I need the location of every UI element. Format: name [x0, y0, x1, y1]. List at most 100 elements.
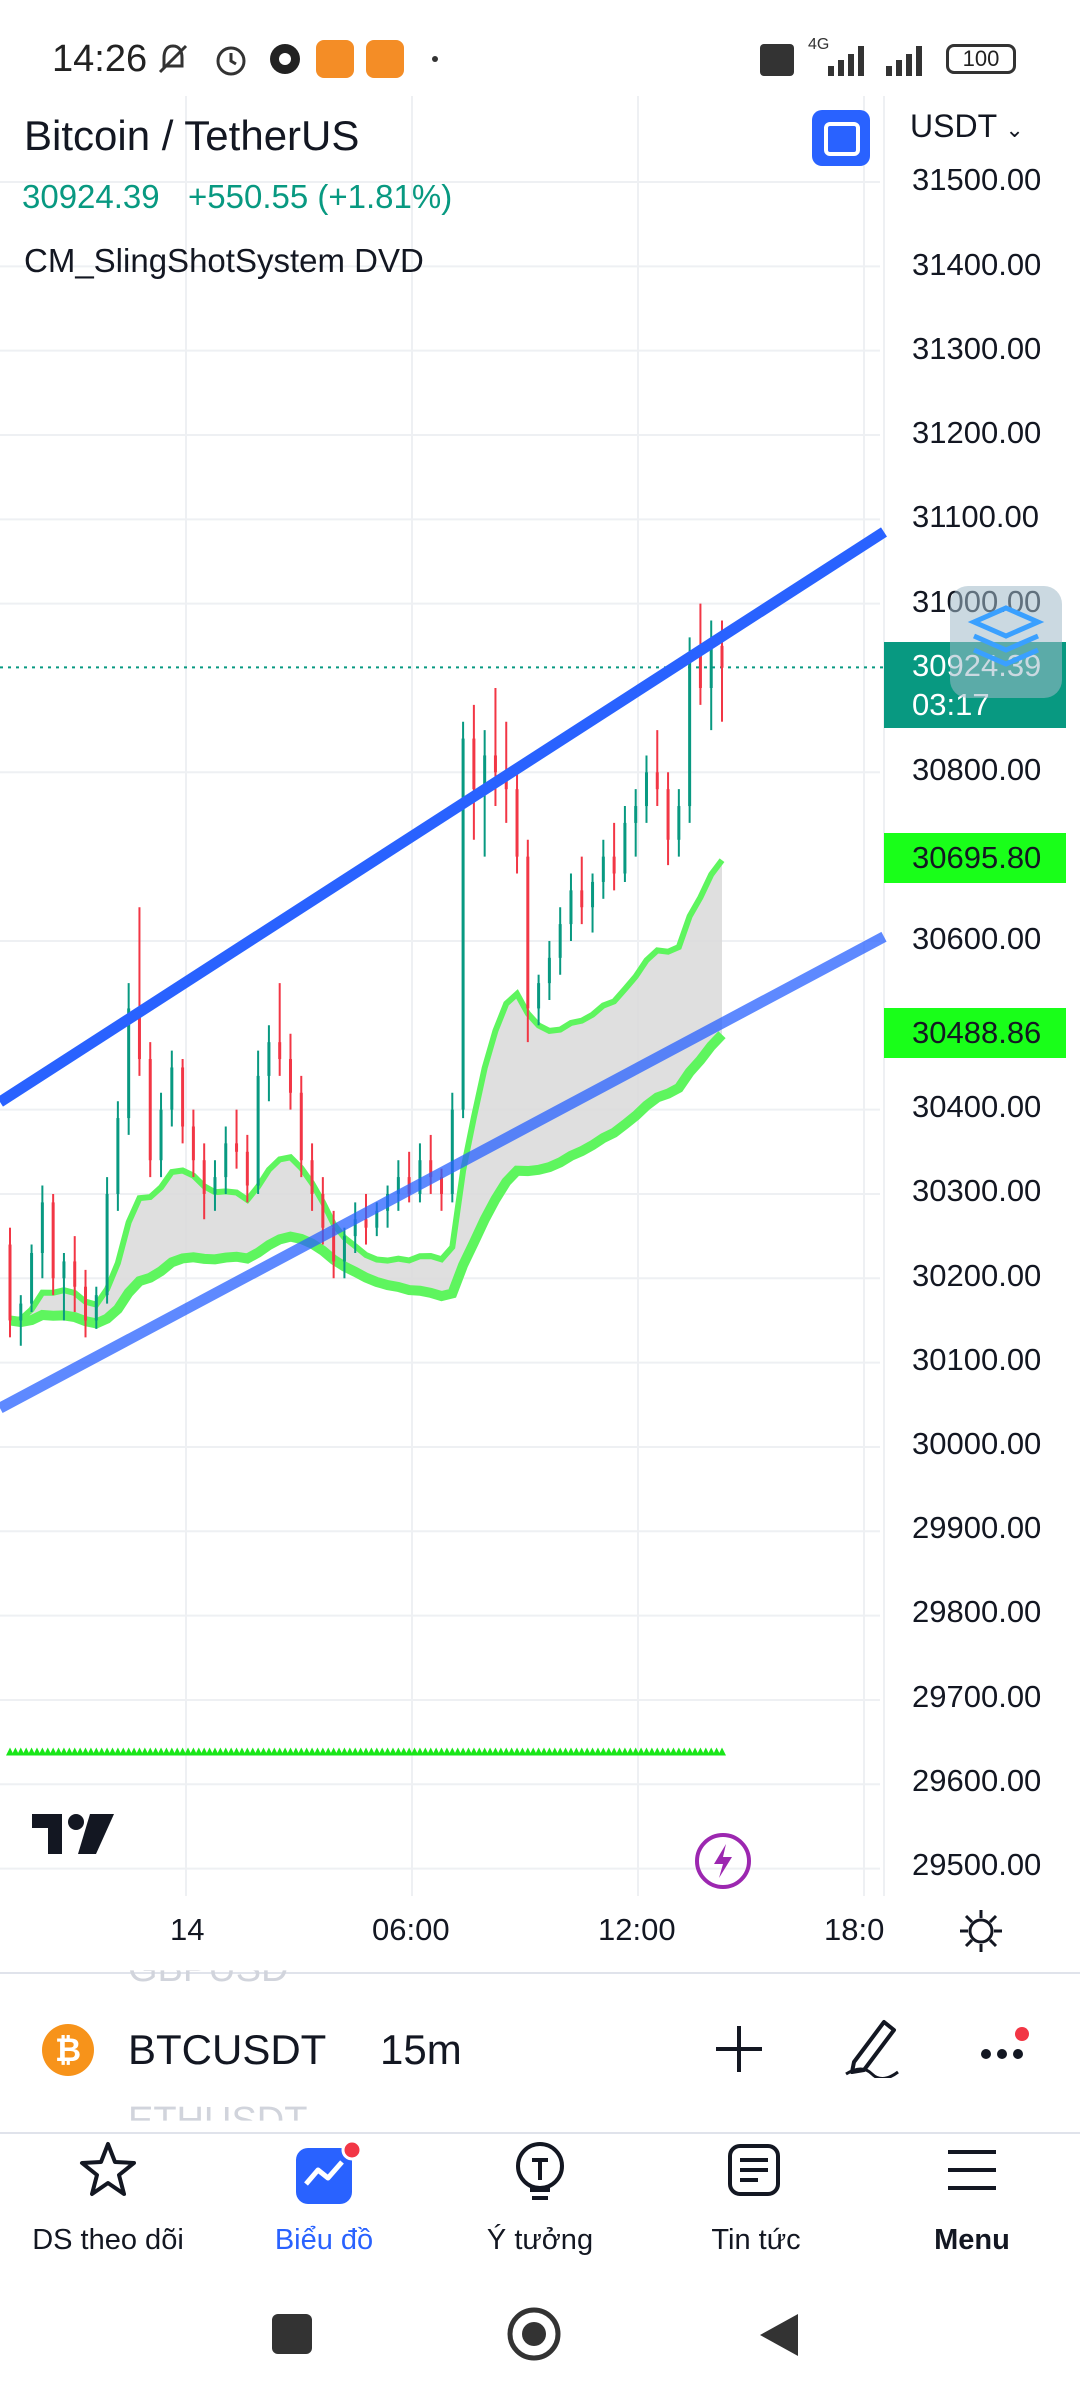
buy-marker — [378, 1747, 387, 1756]
candle — [688, 637, 692, 823]
buy-marker — [566, 1747, 575, 1756]
buy-marker — [653, 1747, 662, 1756]
indicator-label[interactable]: CM_SlingShotSystem DVD — [24, 242, 424, 279]
buy-marker — [130, 1747, 139, 1756]
price-change: +550.55 (+1.81%) — [188, 178, 453, 215]
recent-apps-button[interactable] — [272, 2314, 312, 2354]
fullscreen-button[interactable] — [812, 110, 870, 166]
buy-marker — [308, 1747, 317, 1756]
buy-marker — [394, 1747, 403, 1756]
candle-body — [235, 1143, 239, 1152]
candle — [655, 730, 659, 807]
nav-menu-label: Menu — [934, 2224, 1010, 2256]
price-tick: 31200.00 — [912, 415, 1042, 450]
menu-icon — [948, 2150, 996, 2190]
candle — [396, 1160, 400, 1211]
buy-marker — [556, 1747, 565, 1756]
prev-symbol[interactable]: GBPUSD — [128, 1948, 289, 1990]
price-tick: 29600.00 — [912, 1763, 1042, 1798]
buy-marker — [335, 1747, 344, 1756]
price-tick: 31100.00 — [912, 499, 1039, 534]
candle-body — [418, 1160, 422, 1194]
candle-body — [515, 789, 519, 857]
channel-lower-line — [0, 931, 887, 1414]
buy-marker — [54, 1747, 63, 1756]
nav-news[interactable]: Tin tức — [648, 2136, 864, 2266]
candle — [224, 1126, 228, 1194]
next-symbol[interactable]: ETHUSDT — [128, 2100, 308, 2142]
buy-marker — [540, 1747, 548, 1756]
currency-label: USDT — [910, 108, 997, 144]
settings-gear-icon[interactable] — [956, 1906, 1006, 1956]
price-chart[interactable] — [0, 96, 1080, 1896]
buy-marker — [81, 1747, 90, 1756]
more-icon[interactable] — [976, 2024, 1036, 2074]
buy-marker — [86, 1747, 95, 1756]
buy-marker — [119, 1747, 128, 1756]
floating-widget[interactable] — [950, 586, 1062, 698]
candle — [267, 1025, 271, 1102]
ema-fast-badge: 30695.80 — [884, 833, 1066, 883]
buy-marker — [631, 1747, 640, 1756]
buy-marker — [362, 1747, 370, 1756]
buy-marker — [674, 1747, 683, 1756]
nav-watchlist-label: DS theo dõi — [32, 2224, 184, 2256]
nav-chart-label: Biểu đồ — [274, 2224, 374, 2256]
candle — [202, 1143, 206, 1220]
candle-body — [332, 1227, 336, 1262]
candle-body — [591, 881, 595, 908]
buy-marker — [615, 1747, 624, 1756]
nav-chart[interactable]: Biểu đồ — [216, 2136, 432, 2266]
home-button[interactable] — [506, 2306, 562, 2362]
price-tick: 31500.00 — [912, 162, 1042, 197]
buy-marker — [459, 1747, 468, 1756]
candle-body — [353, 1219, 357, 1237]
buy-marker — [529, 1747, 538, 1756]
add-icon[interactable] — [712, 2022, 766, 2076]
candle — [515, 763, 519, 874]
interval-selector[interactable]: 15m — [380, 2026, 462, 2073]
signal-markers — [6, 1747, 726, 1756]
candle-body — [224, 1143, 228, 1178]
price-tick: 29800.00 — [912, 1594, 1042, 1629]
lightning-icon[interactable] — [692, 1830, 754, 1892]
symbol-selector[interactable]: BTCUSDT — [128, 2026, 327, 2073]
nav-watchlist[interactable]: DS theo dõi — [0, 2136, 216, 2266]
buy-marker — [264, 1747, 273, 1756]
buy-marker — [604, 1747, 613, 1756]
candle — [450, 1092, 454, 1203]
candle-body — [537, 983, 541, 1009]
candle-body — [181, 1067, 185, 1127]
buy-marker — [205, 1747, 214, 1756]
candle-body — [73, 1261, 77, 1287]
candle-body — [299, 1092, 303, 1161]
buy-marker — [685, 1747, 694, 1756]
buy-marker — [475, 1747, 484, 1756]
buy-marker — [399, 1747, 408, 1756]
price-tick: 30800.00 — [912, 752, 1042, 787]
buy-marker — [658, 1747, 667, 1756]
nav-ideas[interactable]: Ý tưởng — [432, 2136, 648, 2266]
app-notification-icon — [316, 40, 354, 78]
candle-body — [288, 1059, 292, 1093]
back-button[interactable] — [756, 2310, 802, 2360]
buy-marker — [157, 1747, 166, 1756]
drawing-pencil-icon[interactable] — [842, 2014, 902, 2078]
candle — [580, 856, 584, 925]
buy-marker — [415, 1747, 424, 1756]
time-label: 18:0 — [824, 1912, 885, 1947]
ema-slow-line — [9, 1031, 726, 1329]
candle — [591, 873, 595, 933]
buy-marker — [140, 1747, 149, 1756]
candle-body — [191, 1126, 195, 1161]
candle-body — [375, 1210, 379, 1228]
candle — [299, 1075, 303, 1178]
symbol-title[interactable]: Bitcoin / TetherUS — [24, 112, 360, 159]
candle — [569, 873, 573, 941]
buy-marker — [351, 1747, 360, 1756]
candle-body — [569, 890, 573, 925]
nav-menu[interactable]: Menu — [864, 2136, 1080, 2266]
candle — [148, 1042, 152, 1178]
currency-selector[interactable]: USDT ⌄ — [910, 108, 1024, 145]
buy-marker — [329, 1747, 338, 1756]
